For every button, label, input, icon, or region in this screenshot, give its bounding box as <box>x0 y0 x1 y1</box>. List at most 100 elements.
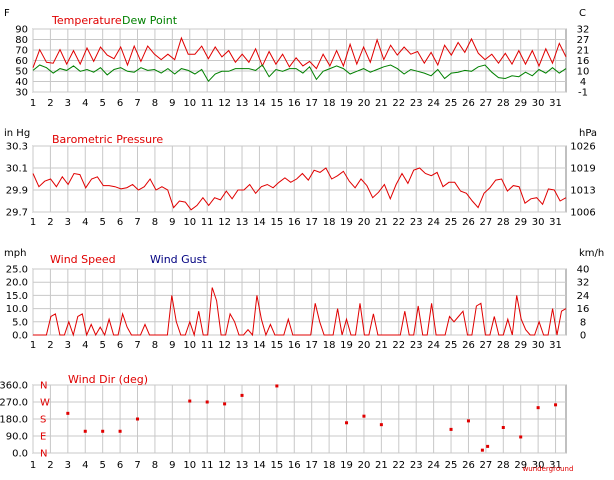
direction-label: N <box>40 449 47 460</box>
x-tick: 2 <box>47 340 53 351</box>
y-tick-right: 4 <box>580 77 586 88</box>
x-tick: 3 <box>65 98 71 109</box>
x-tick: 5 <box>99 98 105 109</box>
y-tick-right: 10 <box>577 67 590 78</box>
x-tick: 6 <box>117 217 123 228</box>
wind-dir-point <box>118 429 122 433</box>
y-tick-left: 10.0 <box>6 304 28 315</box>
x-tick: 4 <box>82 340 88 351</box>
x-tick: 17 <box>305 98 318 109</box>
legend-label: Temperature <box>51 14 122 27</box>
plot-frame <box>32 268 567 336</box>
wind-dir-point <box>536 406 540 410</box>
x-tick: 21 <box>375 340 388 351</box>
y-tick-right: 21 <box>577 46 590 57</box>
unit-right: km/h <box>579 248 604 259</box>
x-tick: 21 <box>375 217 388 228</box>
x-tick: 14 <box>253 340 266 351</box>
x-tick: 9 <box>169 460 175 471</box>
wind-dir-point <box>362 414 366 418</box>
x-tick: 13 <box>236 217 249 228</box>
wind-dir-point <box>136 417 140 421</box>
x-tick: 3 <box>65 460 71 471</box>
x-tick: 20 <box>358 340 371 351</box>
y-tick-right: 1013 <box>570 186 595 197</box>
y-tick-right: 1019 <box>570 164 595 175</box>
series-line-dew-point <box>32 64 567 83</box>
x-tick: 22 <box>392 217 405 228</box>
x-tick: 22 <box>392 460 405 471</box>
x-tick: 31 <box>549 340 562 351</box>
x-tick: 17 <box>305 217 318 228</box>
y-tick-left: 29.9 <box>6 186 28 197</box>
x-tick: 16 <box>288 340 301 351</box>
x-tick: 5 <box>99 340 105 351</box>
x-tick: 26 <box>462 217 475 228</box>
y-tick-right: -1 <box>578 88 588 99</box>
y-tick-right: 40 <box>577 265 590 276</box>
x-tick: 23 <box>410 460 423 471</box>
x-tick: 19 <box>340 217 353 228</box>
x-tick: 24 <box>427 340 440 351</box>
x-tick: 11 <box>201 98 214 109</box>
y-tick-left: 29.7 <box>6 208 28 219</box>
x-tick: 26 <box>462 98 475 109</box>
x-tick: 27 <box>480 98 493 109</box>
x-tick: 30 <box>532 340 545 351</box>
unit-right: hPa <box>579 128 597 139</box>
x-tick: 24 <box>427 98 440 109</box>
x-tick: 5 <box>99 460 105 471</box>
wind-dir-point <box>466 419 470 423</box>
wind-dir-point <box>205 400 209 404</box>
x-tick: 13 <box>236 98 249 109</box>
x-tick: 16 <box>288 217 301 228</box>
x-tick: 10 <box>183 340 196 351</box>
wind-dir-point <box>66 411 70 415</box>
x-tick: 20 <box>358 98 371 109</box>
x-tick: 31 <box>549 217 562 228</box>
y-tick-right: 1006 <box>570 208 595 219</box>
y-tick-left: 5.0 <box>12 317 28 328</box>
x-tick: 25 <box>445 217 458 228</box>
x-tick: 30 <box>532 460 545 471</box>
x-tick: 15 <box>270 340 283 351</box>
wind-dir-point <box>101 429 105 433</box>
x-tick: 25 <box>445 98 458 109</box>
y-tick-left: 360.0 <box>0 381 28 392</box>
x-tick: 22 <box>392 340 405 351</box>
y-tick-left: 60 <box>15 56 28 67</box>
x-tick: 29 <box>514 460 527 471</box>
x-tick: 8 <box>152 98 158 109</box>
y-tick-right: 27 <box>577 35 590 46</box>
y-tick-left: 0.0 <box>12 449 28 460</box>
unit-left: F <box>4 8 10 19</box>
x-tick: 23 <box>410 340 423 351</box>
x-tick: 15 <box>270 460 283 471</box>
wind-dir-point <box>188 399 192 403</box>
legend-label: Wind Dir (deg) <box>68 373 148 386</box>
x-tick: 27 <box>480 217 493 228</box>
y-tick-left: 30.3 <box>6 142 28 153</box>
x-tick: 21 <box>375 98 388 109</box>
x-tick: 12 <box>218 217 231 228</box>
legend-label: Wind Speed <box>50 253 116 266</box>
plot-frame <box>32 145 567 213</box>
x-tick: 12 <box>218 340 231 351</box>
y-tick-left: 270.0 <box>0 398 28 409</box>
x-tick: 8 <box>152 340 158 351</box>
y-tick-right: 32 <box>577 278 590 289</box>
x-tick: 1 <box>30 460 36 471</box>
x-tick: 17 <box>305 340 318 351</box>
x-tick: 30 <box>532 217 545 228</box>
y-tick-right: 1026 <box>570 142 595 153</box>
x-tick: 11 <box>201 460 214 471</box>
wind-dir-point <box>449 427 453 431</box>
wind-dir-point <box>345 421 349 425</box>
x-tick: 2 <box>47 217 53 228</box>
x-tick: 27 <box>480 340 493 351</box>
x-tick: 31 <box>549 460 562 471</box>
y-tick-left: 20.0 <box>6 278 28 289</box>
x-tick: 1 <box>30 340 36 351</box>
wind-dir-point <box>480 448 484 452</box>
y-tick-right: 16 <box>577 56 590 67</box>
